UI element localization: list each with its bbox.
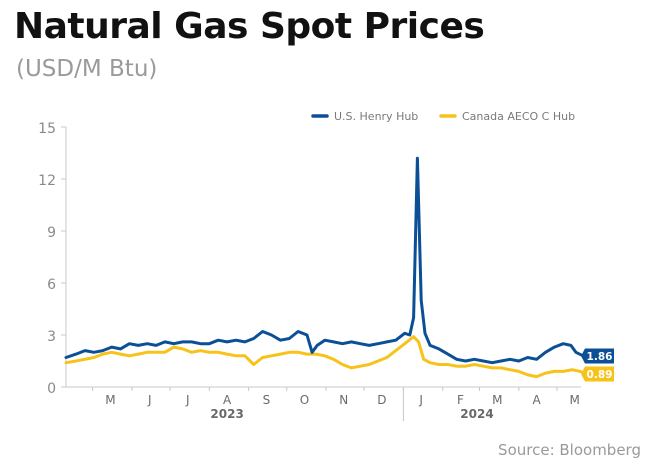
y-tick-label: 6	[47, 277, 56, 293]
series-line-henry-hub	[64, 156, 583, 365]
end-value-badge	[581, 366, 614, 382]
series-line-aeco-c-hub	[64, 335, 583, 379]
x-tick-label: D	[377, 393, 386, 407]
year-label: 2023	[210, 407, 243, 421]
x-tick-label: M	[569, 393, 579, 407]
x-tick-label: J	[185, 393, 190, 407]
x-tick-label: A	[223, 393, 232, 407]
legend-label: Canada AECO C Hub	[462, 110, 575, 123]
x-tick-label: F	[457, 393, 464, 407]
chart-subtitle: (USD/M Btu)	[16, 56, 158, 82]
end-value-label: 1.86	[587, 351, 613, 363]
legend-label: U.S. Henry Hub	[334, 110, 418, 123]
y-tick-label: 0	[47, 381, 56, 397]
x-tick-label: S	[263, 393, 271, 407]
y-tick-label: 15	[38, 121, 56, 137]
y-tick-label: 3	[47, 329, 56, 345]
x-tick-label: M	[105, 393, 115, 407]
x-tick-label: A	[532, 393, 541, 407]
x-tick-label: J	[418, 393, 423, 407]
chart-title: Natural Gas Spot Prices	[14, 6, 485, 47]
x-tick-label: N	[339, 393, 348, 407]
y-tick-label: 12	[38, 173, 56, 189]
source-note: Source: Bloomberg	[498, 441, 641, 459]
x-tick-label: J	[147, 393, 152, 407]
x-tick-label: M	[492, 393, 502, 407]
y-tick-label: 9	[47, 225, 56, 241]
x-tick-label: O	[300, 393, 309, 407]
end-value-badge	[581, 348, 614, 364]
year-label: 2024	[460, 407, 493, 421]
end-value-label: 0.89	[587, 369, 613, 381]
